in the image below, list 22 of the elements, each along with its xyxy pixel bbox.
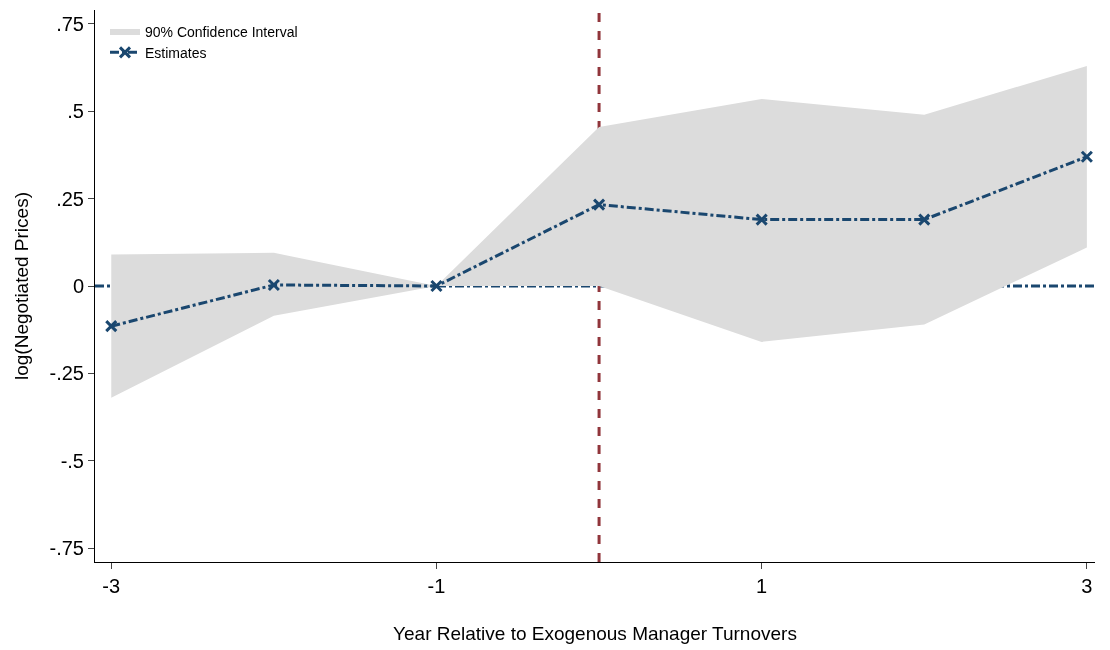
- x-tick-label: 1: [756, 575, 768, 597]
- y-axis-title: log(Negotiated Prices): [11, 192, 33, 380]
- point: [917, 213, 931, 227]
- legend-label: 90% Confidence Interval: [145, 23, 298, 40]
- point: [104, 319, 118, 333]
- y-tick-label: -.25: [49, 362, 84, 385]
- point: [429, 279, 443, 293]
- y-tick-label: -.75: [49, 537, 84, 560]
- x-axis-title: Year Relative to Exogenous Manager Turnovers: [393, 622, 797, 644]
- point: [267, 278, 281, 292]
- point: [592, 198, 606, 212]
- x-tick-label: 3: [1081, 575, 1093, 597]
- y-tick-label: 0: [72, 275, 84, 297]
- y-tick-label: .75: [56, 12, 84, 35]
- y-tick-label: .25: [56, 187, 84, 210]
- legend-label: Estimates: [145, 44, 207, 61]
- y-tick-label: .5: [67, 100, 84, 123]
- x-tick-label: -1: [427, 575, 446, 597]
- y-tick-label: -.5: [60, 449, 84, 472]
- point: [755, 213, 769, 227]
- point: [1080, 150, 1094, 164]
- x-tick-label: -3: [102, 575, 121, 597]
